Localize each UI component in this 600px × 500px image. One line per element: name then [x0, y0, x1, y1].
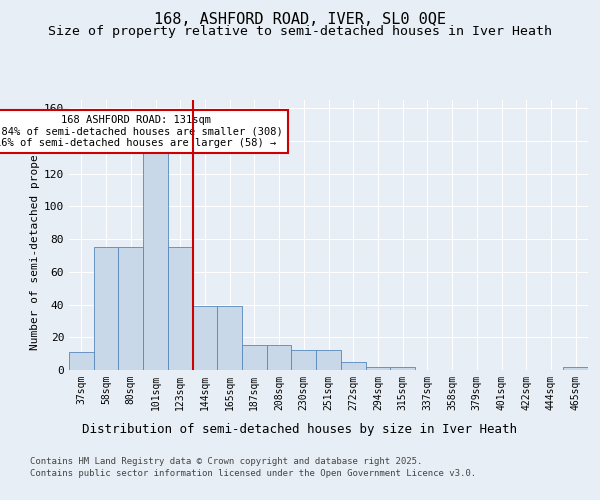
Bar	[316, 350, 341, 370]
Bar	[193, 306, 217, 370]
Text: 168 ASHFORD ROAD: 131sqm
← 84% of semi-detached houses are smaller (308)
16% of : 168 ASHFORD ROAD: 131sqm ← 84% of semi-d…	[0, 114, 283, 148]
Bar	[217, 306, 242, 370]
Text: Contains public sector information licensed under the Open Government Licence v3: Contains public sector information licen…	[30, 468, 476, 477]
Bar	[118, 248, 143, 370]
Bar	[292, 350, 316, 370]
Bar	[390, 366, 415, 370]
Bar	[143, 152, 168, 370]
Bar	[242, 346, 267, 370]
Bar	[563, 366, 588, 370]
Bar	[267, 346, 292, 370]
Bar	[94, 248, 118, 370]
Text: Contains HM Land Registry data © Crown copyright and database right 2025.: Contains HM Land Registry data © Crown c…	[30, 458, 422, 466]
Bar	[365, 366, 390, 370]
Y-axis label: Number of semi-detached properties: Number of semi-detached properties	[30, 120, 40, 350]
Text: Distribution of semi-detached houses by size in Iver Heath: Distribution of semi-detached houses by …	[83, 422, 517, 436]
Bar	[69, 352, 94, 370]
Bar	[168, 248, 193, 370]
Text: Size of property relative to semi-detached houses in Iver Heath: Size of property relative to semi-detach…	[48, 25, 552, 38]
Bar	[341, 362, 365, 370]
Text: 168, ASHFORD ROAD, IVER, SL0 0QE: 168, ASHFORD ROAD, IVER, SL0 0QE	[154, 12, 446, 28]
